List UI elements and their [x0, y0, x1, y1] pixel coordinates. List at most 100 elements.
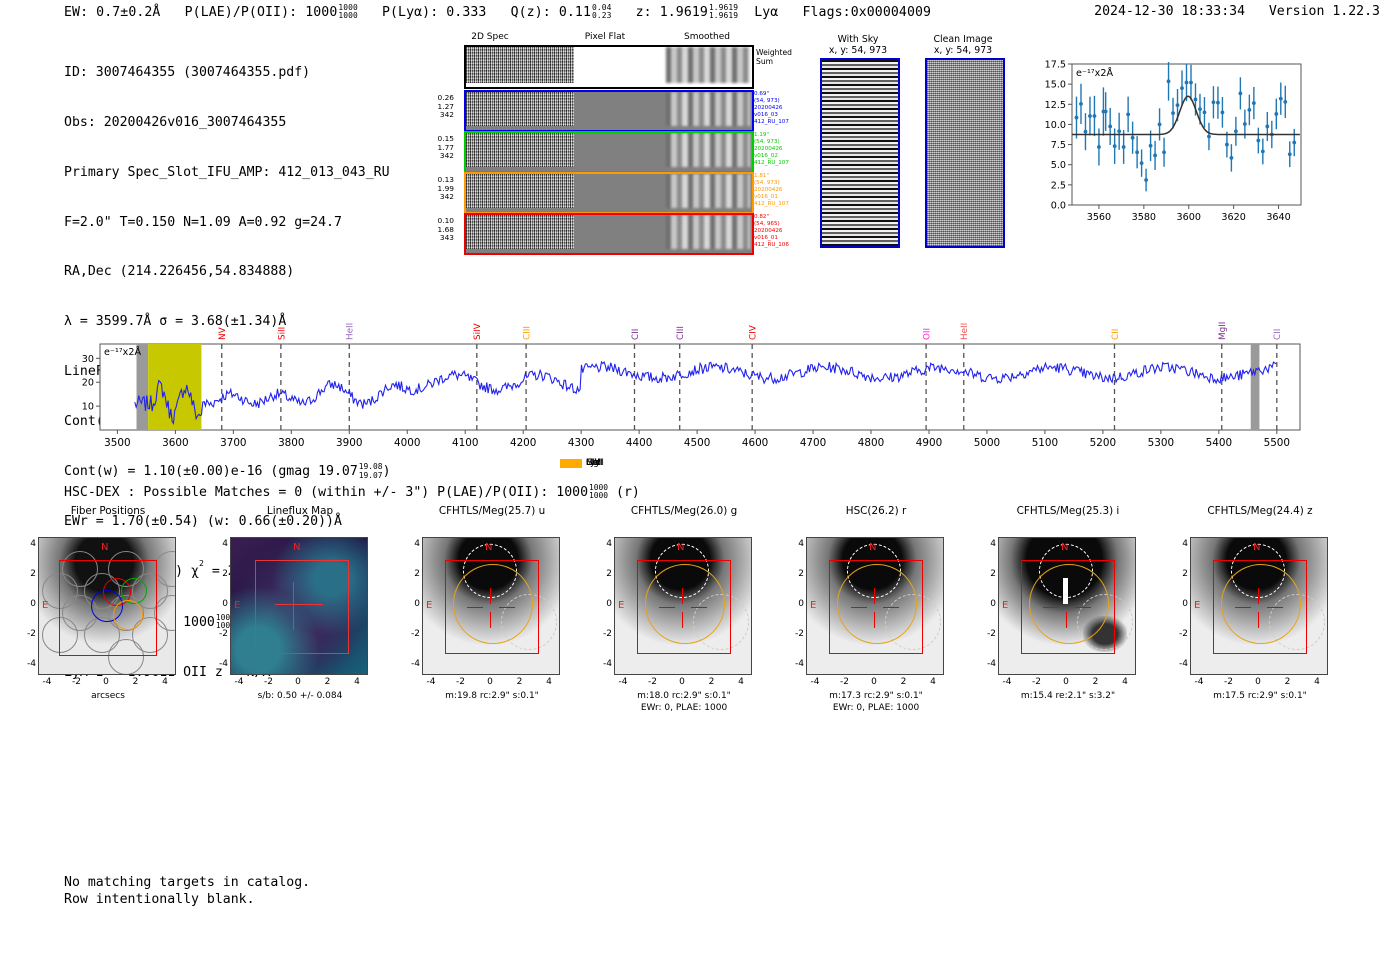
- cutout-ytick: 2: [30, 569, 36, 579]
- svg-text:10.0: 10.0: [1045, 120, 1066, 131]
- cutout-ytick: 4: [1182, 539, 1188, 549]
- sky-panel-coords: x, y: 54, 973: [828, 45, 888, 56]
- svg-text:17.5: 17.5: [1045, 60, 1066, 71]
- cutout-xtick: 4: [1314, 677, 1320, 687]
- sky-panel-coords: x, y: 54, 973: [933, 45, 993, 56]
- header-meta: 2024-12-30 18:33:34 Version 1.22.3: [1094, 4, 1380, 19]
- svg-text:5500: 5500: [1264, 437, 1290, 449]
- legend-label: Lyα: [586, 458, 601, 468]
- svg-text:CIII: CIII: [522, 326, 532, 340]
- cutout-ytick: 2: [1182, 569, 1188, 579]
- cutout-caption-line1: m:17.5 rc:2.9" s:0.1": [1213, 691, 1307, 701]
- east-marker: E: [426, 600, 433, 611]
- cutout-xtick: 0: [679, 677, 685, 687]
- qz-range: 0.04 0.23: [592, 3, 612, 21]
- cutout-ytick: -2: [603, 629, 612, 639]
- catalog-header-text: HSC-DEX : Possible Matches = 0 (within +…: [64, 485, 589, 501]
- cutout-ytick: -4: [795, 659, 804, 669]
- weighted-sum-row: [464, 45, 754, 89]
- cutout-ytick: -4: [987, 659, 996, 669]
- cutout-xtick: 0: [1063, 677, 1069, 687]
- north-marker: N: [485, 542, 493, 553]
- svg-text:15.0: 15.0: [1045, 80, 1066, 91]
- info-primary-spec: Primary Spec_Slot_IFU_AMP: 412_013_043_R…: [64, 164, 390, 180]
- svg-text:e⁻¹⁷x2Å: e⁻¹⁷x2Å: [1076, 66, 1113, 79]
- cutout-xtick: -4: [42, 677, 52, 687]
- cutout-ytick: -2: [795, 629, 804, 639]
- east-marker: E: [618, 600, 625, 611]
- cutout-xtick: 2: [708, 677, 715, 687]
- cutout-ytick: 0: [606, 599, 612, 609]
- cutout-xtick: 4: [930, 677, 936, 687]
- cutout-xtick: -2: [264, 677, 273, 687]
- svg-text:3620: 3620: [1221, 212, 1245, 223]
- svg-text:30: 30: [82, 354, 94, 365]
- fiber-row-left-label: 0.10 1.68 343: [437, 216, 454, 243]
- cutout-xtick: 0: [103, 677, 109, 687]
- emission-line-plot: 0.0 2.5 5.0 7.5 10.0 12.5 15.0 17.5 3560 3580 3600…: [1032, 56, 1307, 231]
- cutout-ytick: 4: [414, 539, 420, 549]
- cutout-ytick: -2: [411, 629, 420, 639]
- svg-text:OII: OII: [922, 328, 932, 340]
- cutout-caption: arcsecs: [0, 691, 232, 703]
- cutout-caption-line2: EWr: 0, PLAE: 1000: [640, 702, 728, 713]
- legend-swatch: [560, 458, 582, 468]
- cutout-ytick: 4: [990, 539, 996, 549]
- cutout-ytick: 0: [1182, 599, 1188, 609]
- legend-label: MgII: [586, 458, 604, 468]
- cutout-title: CFHTLS/Meg(25.3) i: [1016, 505, 1120, 517]
- cutout-xtick: -4: [618, 677, 628, 687]
- svg-text:3640: 3640: [1266, 212, 1290, 223]
- svg-text:5000: 5000: [974, 437, 1000, 449]
- svg-text:CIV: CIV: [749, 325, 759, 340]
- info-ewr: EWr = 1.70(±0.54) (w: 0.66(±0.20))Å: [64, 514, 342, 530]
- footer-note: No matching targets in catalog. Row inte…: [64, 875, 311, 907]
- fiber-row-right-label: 1.19" (54, 973) 20200426 v016_02 412_RU_107: [754, 132, 789, 166]
- cutout-caption-line1: s/b: 0.50 +/- 0.084: [257, 691, 343, 701]
- svg-text:4300: 4300: [568, 437, 594, 449]
- sky-panels: With Sky x, y: 54, 973 Clean Image x, y: 54…: [0, 0, 1400, 260]
- cutout-title: CFHTLS/Meg(24.4) z: [1207, 505, 1313, 517]
- timestamp: 2024-12-30 18:33:34: [1094, 4, 1246, 19]
- east-marker: E: [810, 600, 817, 611]
- cutout-caption-line1: arcsecs: [91, 691, 125, 701]
- cutout-caption: m:17.5 rc:2.9" s:0.1": [1136, 691, 1384, 703]
- cutout-xtick: 2: [516, 677, 523, 687]
- cutout-xtick: 0: [1255, 677, 1261, 687]
- catalog-header: HSC-DEX : Possible Matches = 0 (within +…: [64, 483, 640, 501]
- legend-label: HeII: [586, 458, 603, 468]
- info-radec: RA,Dec (214.226456,54.834888): [64, 264, 295, 280]
- cutout-caption-line1: m:18.0 rc:2.9" s:0.1": [637, 691, 731, 701]
- cutout-ytick: 0: [990, 599, 996, 609]
- cutout-ytick: 2: [222, 569, 228, 579]
- svg-text:3600: 3600: [162, 437, 188, 449]
- east-marker: E: [234, 600, 241, 611]
- cutout-caption-line1: m:15.4 re:2.1" s:3.2": [1020, 691, 1116, 701]
- svg-text:3560: 3560: [1087, 212, 1111, 223]
- cutout-ytick: 0: [222, 599, 228, 609]
- east-marker: E: [1194, 600, 1201, 611]
- cutout-xtick: -2: [840, 677, 849, 687]
- full-spectrum-plot: 10 20 30 3500 3600 3700 3800 3900 4000 4100 4200 43…: [64, 300, 1304, 460]
- svg-text:CIII: CIII: [676, 326, 686, 340]
- cutout-xtick: -4: [1002, 677, 1012, 687]
- cutout-title: Lineflux Map: [266, 505, 334, 517]
- cutout-caption: m:17.3 rc:2.9" s:0.1" EWr: 0, PLAE: 1000: [752, 691, 1000, 714]
- cutout-ytick: -4: [27, 659, 36, 669]
- sky-panel-title: Clean Image: [933, 34, 993, 45]
- fiber-row-right-label: 1.81" (54, 973) 20200426 v016_01 412_RU_107: [754, 173, 789, 207]
- cutout-caption: m:19.8 rc:2.9" s:0.1": [368, 691, 616, 703]
- svg-text:4200: 4200: [510, 437, 536, 449]
- legend-label: CIV: [586, 458, 601, 468]
- cutout-ytick: -2: [219, 629, 228, 639]
- cutout-caption-line2: EWr: 0, PLAE: 1000: [832, 702, 920, 713]
- cutout-title: CFHTLS/Meg(25.7) u: [438, 505, 546, 517]
- north-marker: N: [101, 542, 109, 553]
